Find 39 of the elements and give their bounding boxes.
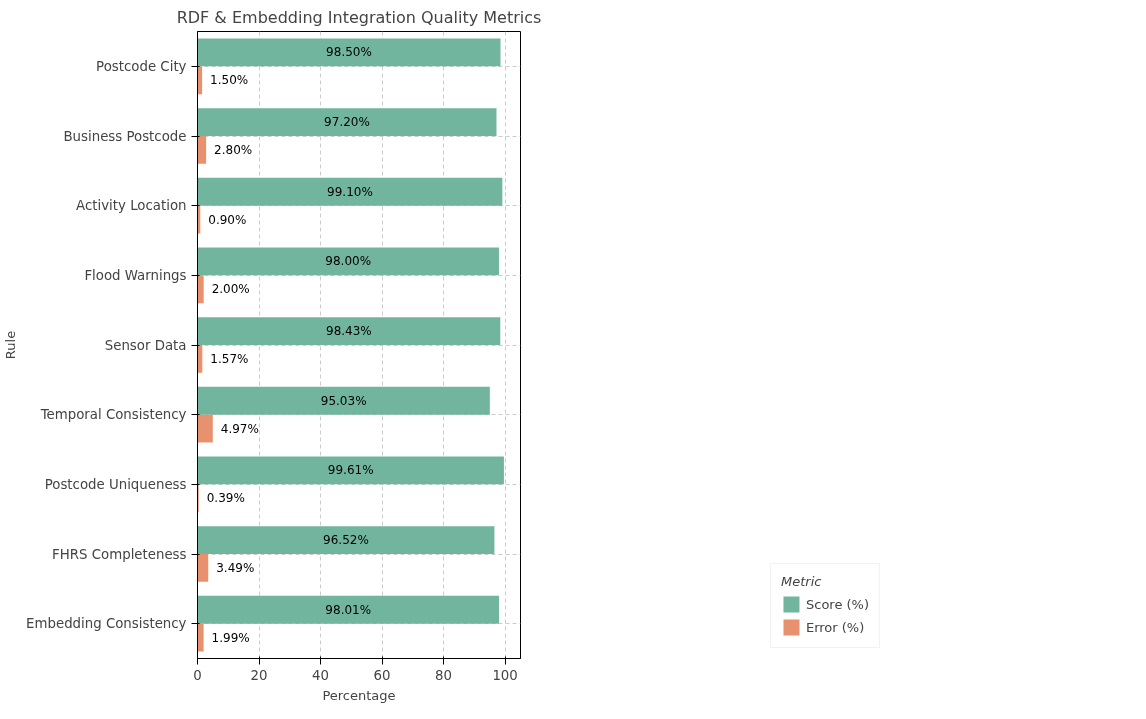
data-label: 1.50% bbox=[210, 73, 249, 88]
legend-title: Metric bbox=[780, 574, 823, 589]
data-label: 96.52% bbox=[323, 533, 369, 548]
legend-label: Score (%) bbox=[805, 596, 870, 612]
x-tick-label: 20 bbox=[250, 667, 268, 683]
y-tick-label: Activity Location bbox=[76, 198, 187, 214]
x-tick-label: 0 bbox=[193, 667, 202, 683]
y-tick-label: Flood Warnings bbox=[84, 267, 187, 283]
chart-title: RDF & Embedding Integration Quality Metrics bbox=[176, 7, 542, 27]
x-tick-label: 60 bbox=[373, 667, 391, 683]
data-label: 2.00% bbox=[211, 282, 250, 297]
data-label: 0.39% bbox=[206, 491, 245, 506]
y-tick-label: Postcode City bbox=[96, 58, 187, 74]
data-label: 95.03% bbox=[320, 393, 367, 408]
data-label: 4.97% bbox=[220, 421, 259, 436]
data-label: 98.01% bbox=[325, 602, 372, 617]
y-axis-title: Rule bbox=[3, 330, 19, 360]
x-tick-label: 40 bbox=[312, 667, 330, 683]
legend-label: Error (%) bbox=[805, 619, 865, 635]
data-label: 0.90% bbox=[208, 212, 247, 227]
data-label: 3.49% bbox=[216, 560, 255, 575]
y-tick-label: Embedding Consistency bbox=[26, 616, 187, 632]
x-tick-label: 100 bbox=[492, 667, 518, 683]
data-label: 1.99% bbox=[211, 630, 250, 645]
y-tick-label: Postcode Uniqueness bbox=[44, 476, 187, 492]
data-label: 98.50% bbox=[326, 45, 372, 60]
data-label: 99.10% bbox=[327, 184, 373, 199]
data-label: 98.00% bbox=[325, 254, 372, 269]
y-tick-label: Business Postcode bbox=[63, 128, 187, 144]
data-label: 98.43% bbox=[326, 324, 372, 339]
y-tick-label: Sensor Data bbox=[104, 337, 187, 353]
y-tick-label: FHRS Completeness bbox=[52, 546, 187, 562]
x-axis-title: Percentage bbox=[322, 687, 396, 703]
data-label: 1.57% bbox=[210, 351, 249, 366]
data-label: 97.20% bbox=[324, 115, 370, 130]
data-label: 99.61% bbox=[327, 463, 374, 478]
data-label: 2.80% bbox=[214, 142, 253, 157]
x-tick-label: 80 bbox=[435, 667, 453, 683]
y-tick-label: Temporal Consistency bbox=[39, 407, 187, 423]
